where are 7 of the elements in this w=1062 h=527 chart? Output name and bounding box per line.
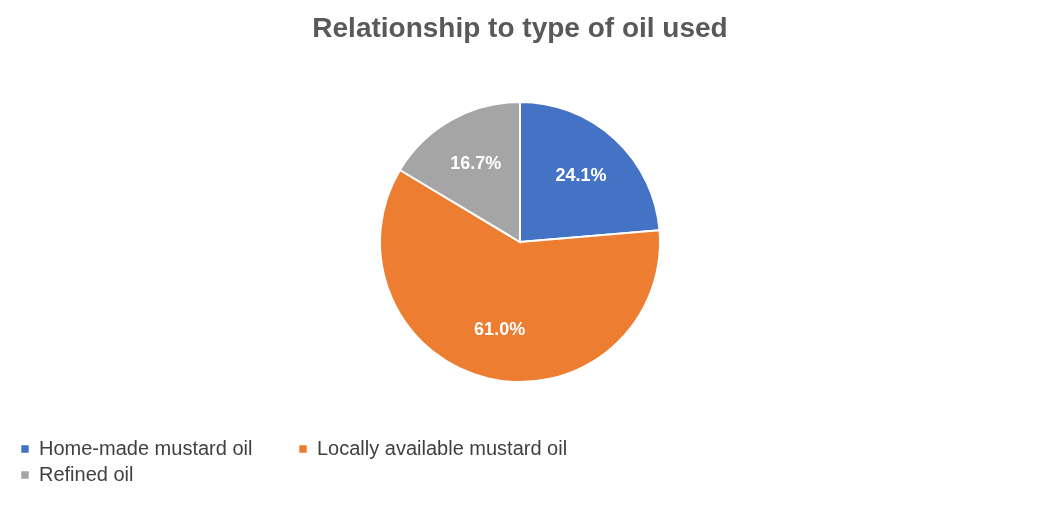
legend-label: Home-made mustard oil (39, 437, 253, 459)
chart-title: Relationship to type of oil used (312, 12, 728, 43)
legend-label: Locally available mustard oil (317, 437, 568, 459)
data-label: 16.7% (450, 152, 502, 173)
data-label: 24.1% (555, 164, 607, 185)
legend-label: Refined oil (39, 463, 134, 485)
data-label: 61.0% (474, 318, 526, 339)
